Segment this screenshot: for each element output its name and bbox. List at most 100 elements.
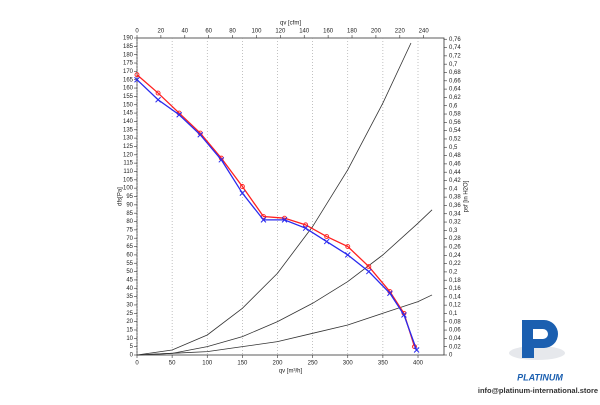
y-tick-label: 175 xyxy=(123,61,134,67)
marker xyxy=(365,268,372,275)
x2-tick-label: 220 xyxy=(395,29,406,35)
y-tick-label: 35 xyxy=(126,294,133,300)
y-tick-label: 50 xyxy=(126,269,133,275)
marker xyxy=(155,90,161,96)
x2-axis-title: qv [cfm] xyxy=(280,21,301,27)
marker xyxy=(344,252,351,258)
y-tick-label: 25 xyxy=(126,311,133,317)
x2-tick-label: 60 xyxy=(205,29,212,35)
y-tick-label: 30 xyxy=(126,303,133,309)
y-axis-title: dfs[Pa] xyxy=(118,187,124,206)
marker xyxy=(239,184,245,189)
x-tick-label: 100 xyxy=(202,361,213,367)
marker xyxy=(387,290,393,297)
y2-tick-label: 0,02 xyxy=(449,344,461,350)
y2-tick-label: 0,64 xyxy=(449,87,461,93)
y2-tick-label: 0,2 xyxy=(449,269,458,275)
y2-tick-label: 0,04 xyxy=(449,336,461,342)
y-tick-label: 15 xyxy=(126,328,133,334)
marker xyxy=(281,217,288,223)
y2-axis-title: psf [in H2O] xyxy=(464,180,470,212)
y2-tick-label: 0,16 xyxy=(449,286,461,292)
y-tick-label: 75 xyxy=(126,227,133,233)
x-tick-label: 300 xyxy=(343,361,354,367)
x2-tick-label: 40 xyxy=(181,29,188,35)
y2-tick-label: 0,52 xyxy=(449,137,461,143)
marker xyxy=(239,190,246,197)
y-tick-label: 115 xyxy=(123,161,133,167)
y-tick-label: 5 xyxy=(130,344,134,350)
y-tick-label: 190 xyxy=(123,36,134,42)
x2-tick-label: 120 xyxy=(275,29,286,35)
y-tick-label: 125 xyxy=(123,144,134,150)
marker xyxy=(197,131,204,138)
x-axis-title: qv [m³/h] xyxy=(279,369,303,375)
y-tick-label: 110 xyxy=(123,169,133,175)
y2-tick-label: 0,26 xyxy=(449,245,461,251)
y-tick-label: 165 xyxy=(123,77,134,83)
y2-tick-label: 0,28 xyxy=(449,236,461,242)
marker xyxy=(303,222,309,228)
series-line xyxy=(136,42,412,356)
marker xyxy=(401,312,407,318)
logo-name: PLATINUM xyxy=(517,372,563,382)
marker xyxy=(366,264,372,270)
marker xyxy=(345,244,351,250)
y2-tick-label: 0,1 xyxy=(449,311,458,317)
logo-email: info@platinum-international.store xyxy=(478,386,598,395)
x-tick-label: 50 xyxy=(169,361,176,367)
y-tick-label: 90 xyxy=(126,202,133,208)
y-tick-label: 65 xyxy=(126,244,133,250)
y2-tick-label: 0,34 xyxy=(449,211,461,217)
y-tick-label: 145 xyxy=(123,111,134,117)
y-tick-label: 120 xyxy=(123,152,134,158)
x2-tick-label: 80 xyxy=(229,29,236,35)
y-tick-label: 185 xyxy=(123,44,134,50)
y-tick-label: 95 xyxy=(126,194,133,200)
y-tick-label: 0 xyxy=(130,353,134,359)
y-tick-label: 45 xyxy=(126,277,133,283)
marker xyxy=(324,234,330,239)
marker xyxy=(302,225,309,232)
y2-tick-label: 0,56 xyxy=(449,120,461,126)
y2-tick-label: 0,18 xyxy=(449,278,461,284)
x-tick-label: 400 xyxy=(413,361,424,367)
x2-tick-label: 200 xyxy=(371,29,382,35)
y-tick-label: 100 xyxy=(123,186,134,192)
y-tick-label: 170 xyxy=(123,69,134,75)
y-tick-label: 85 xyxy=(126,211,133,217)
x2-tick-label: 140 xyxy=(299,29,310,35)
y2-tick-label: 0,58 xyxy=(449,112,461,118)
x-tick-label: 350 xyxy=(378,361,389,367)
y2-tick-label: 0,08 xyxy=(449,319,461,325)
marker xyxy=(218,156,225,163)
y-tick-label: 130 xyxy=(123,136,134,142)
y2-tick-label: 0,06 xyxy=(449,328,461,334)
y2-tick-label: 0,62 xyxy=(449,95,461,101)
marker xyxy=(260,217,267,223)
x2-tick-label: 180 xyxy=(347,29,358,35)
y-tick-label: 60 xyxy=(126,252,133,258)
marker xyxy=(134,76,140,83)
x-tick-label: 250 xyxy=(308,361,319,367)
y2-tick-label: 0,36 xyxy=(449,203,461,209)
y-tick-label: 105 xyxy=(123,177,134,183)
y-tick-label: 180 xyxy=(123,52,134,58)
y-tick-label: 140 xyxy=(123,119,134,125)
series-line xyxy=(136,209,433,356)
series-line xyxy=(136,74,416,347)
y2-tick-label: 0,32 xyxy=(449,220,461,226)
marker xyxy=(155,96,161,103)
y-tick-label: 150 xyxy=(123,102,134,108)
y2-tick-label: 0,7 xyxy=(449,62,458,68)
y2-tick-label: 0,66 xyxy=(449,78,461,84)
x2-tick-label: 160 xyxy=(323,29,334,35)
x2-tick-label: 100 xyxy=(251,29,262,35)
y-tick-label: 160 xyxy=(123,86,134,92)
marker xyxy=(176,111,183,118)
x2-tick-label: 20 xyxy=(158,29,165,35)
x-tick-label: 200 xyxy=(272,361,283,367)
y2-tick-label: 0,42 xyxy=(449,178,461,184)
